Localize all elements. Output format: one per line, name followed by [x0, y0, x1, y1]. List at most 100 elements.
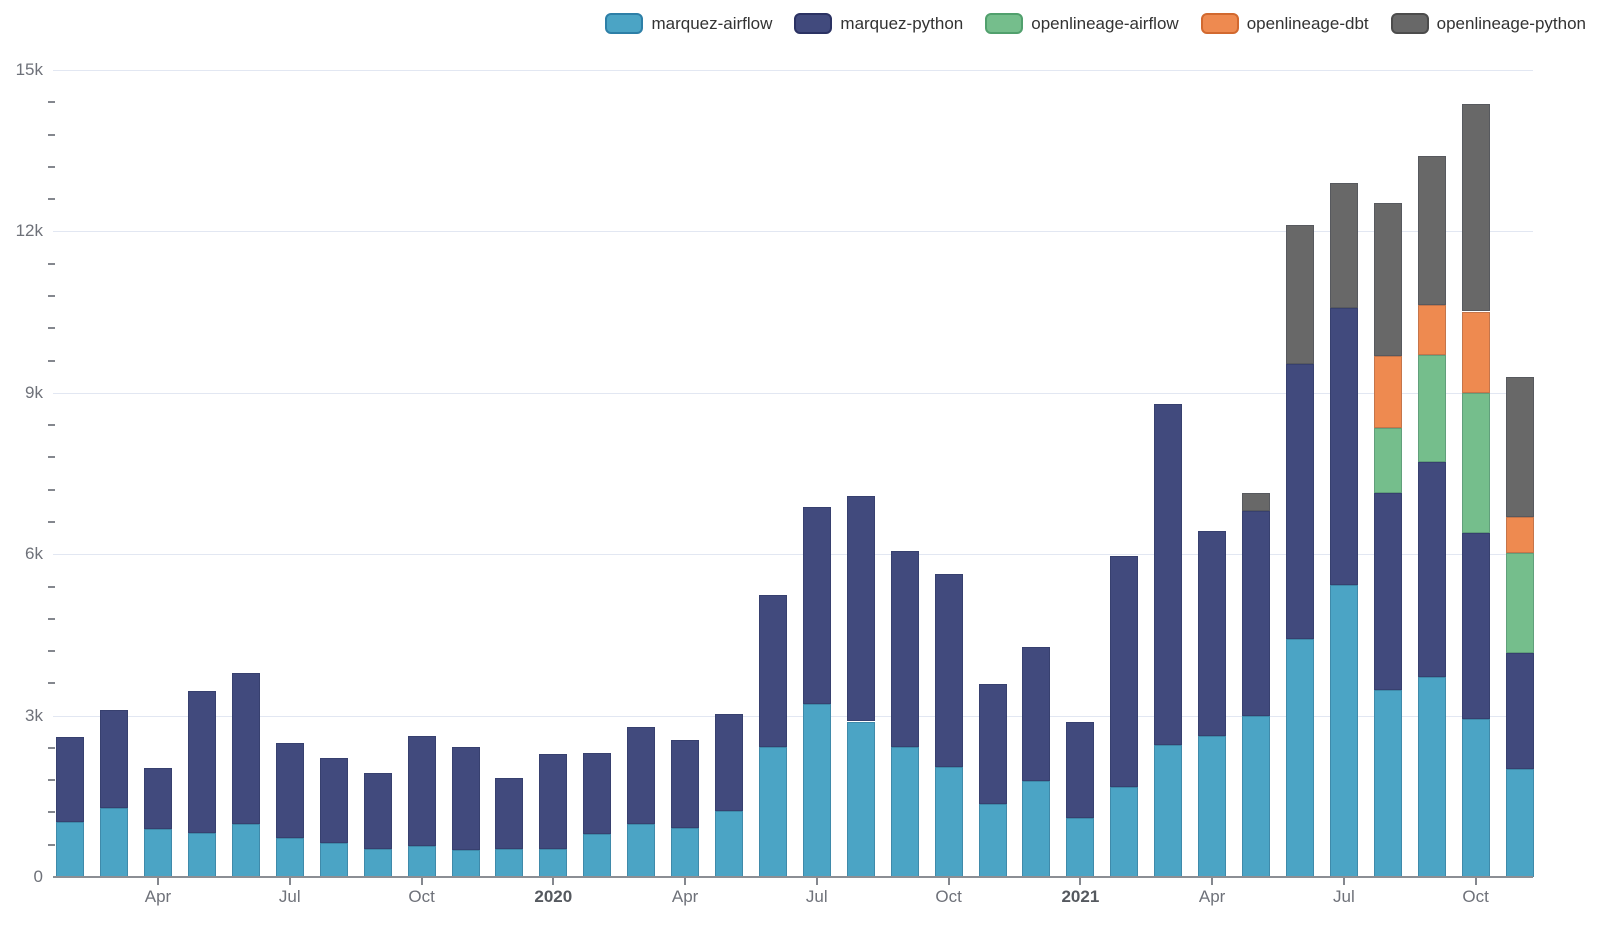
- bar-segment-marquez-python-2021-07[interactable]: [1329, 308, 1358, 586]
- bar-segment-marquez-python-2020-03[interactable]: [627, 726, 656, 824]
- bar-segment-marquez-python-2021-08[interactable]: [1373, 493, 1402, 690]
- bar-segment-marquez-airflow-2021-04[interactable]: [1198, 735, 1227, 877]
- bar-segment-marquez-python-2021-02[interactable]: [1110, 555, 1139, 787]
- legend-item-marquez-airflow[interactable]: marquez-airflow: [605, 13, 772, 34]
- bar-segment-marquez-airflow-2020-11[interactable]: [978, 803, 1007, 877]
- bar-segment-marquez-airflow-2020-06[interactable]: [758, 747, 787, 877]
- bar-segment-marquez-airflow-2020-12[interactable]: [1022, 781, 1051, 877]
- x-tick: [947, 878, 950, 885]
- bar-segment-marquez-python-2019-04[interactable]: [144, 767, 172, 829]
- bar-segment-openlineage-airflow-2021-08[interactable]: [1373, 427, 1402, 494]
- bar-segment-marquez-python-2021-05[interactable]: [1242, 510, 1270, 716]
- bar-segment-marquez-airflow-2020-09[interactable]: [890, 746, 919, 877]
- bar-segment-openlineage-dbt-2021-10[interactable]: [1461, 311, 1490, 393]
- bar-segment-marquez-airflow-2021-03[interactable]: [1154, 744, 1183, 877]
- bar-segment-marquez-python-2019-03[interactable]: [100, 709, 129, 809]
- x-tick-label: Apr: [144, 887, 172, 906]
- bar-segment-marquez-python-2019-12[interactable]: [495, 777, 524, 850]
- bar-segment-marquez-airflow-2020-10[interactable]: [934, 767, 963, 877]
- legend-item-openlineage-dbt[interactable]: openlineage-dbt: [1200, 13, 1369, 34]
- bar-segment-marquez-airflow-2019-04[interactable]: [144, 828, 172, 877]
- x-tick-label: 2020: [534, 887, 573, 906]
- bar-segment-marquez-python-2020-07[interactable]: [802, 507, 831, 705]
- bar-segment-openlineage-airflow-2021-10[interactable]: [1461, 392, 1490, 534]
- y-minor-tick: [48, 327, 55, 330]
- bar-segment-marquez-airflow-2019-11[interactable]: [451, 850, 480, 877]
- bar-segment-marquez-python-2019-11[interactable]: [451, 747, 480, 851]
- bar-segment-marquez-python-2019-08[interactable]: [319, 758, 348, 843]
- bar-segment-marquez-python-2020-08[interactable]: [846, 496, 875, 722]
- bar-segment-marquez-airflow-2019-03[interactable]: [100, 808, 129, 877]
- bar-segment-marquez-airflow-2019-02[interactable]: [56, 821, 85, 877]
- bar-segment-marquez-airflow-2021-08[interactable]: [1373, 689, 1402, 877]
- bar-segment-openlineage-dbt-2021-09[interactable]: [1417, 305, 1446, 356]
- bar-segment-marquez-python-2020-11[interactable]: [978, 683, 1007, 804]
- bar-segment-marquez-python-2021-06[interactable]: [1286, 363, 1314, 640]
- bar-segment-marquez-airflow-2021-05[interactable]: [1242, 715, 1270, 877]
- bar-segment-marquez-airflow-2021-10[interactable]: [1461, 718, 1490, 877]
- bar-segment-openlineage-dbt-2021-08[interactable]: [1373, 356, 1402, 428]
- bar-segment-marquez-airflow-2020-05[interactable]: [715, 810, 743, 877]
- y-minor-tick: [48, 617, 55, 620]
- bar-segment-marquez-airflow-2020-01[interactable]: [539, 849, 568, 877]
- bar-segment-marquez-airflow-2019-07[interactable]: [275, 837, 304, 877]
- bar-segment-marquez-python-2019-05[interactable]: [188, 690, 216, 834]
- bar-segment-marquez-airflow-2020-04[interactable]: [671, 828, 700, 877]
- bar-segment-openlineage-python-2021-06[interactable]: [1286, 224, 1314, 364]
- bar-segment-marquez-python-2019-10[interactable]: [407, 735, 436, 847]
- bar-segment-marquez-airflow-2019-10[interactable]: [407, 846, 436, 877]
- bar-segment-marquez-airflow-2019-05[interactable]: [188, 833, 216, 877]
- bar-segment-marquez-airflow-2020-03[interactable]: [627, 823, 656, 877]
- bar-segment-marquez-airflow-2019-12[interactable]: [495, 849, 524, 877]
- bar-segment-openlineage-python-2021-09[interactable]: [1417, 156, 1446, 306]
- x-axis-line: [53, 876, 1533, 878]
- bar-segment-marquez-airflow-2021-01[interactable]: [1066, 818, 1095, 877]
- bar-segment-marquez-airflow-2021-06[interactable]: [1286, 639, 1314, 877]
- bar-segment-openlineage-airflow-2021-11[interactable]: [1505, 553, 1534, 653]
- y-gridline: [53, 231, 1533, 233]
- bar-segment-marquez-python-2020-02[interactable]: [583, 752, 612, 834]
- y-minor-tick: [48, 488, 55, 491]
- bar-segment-marquez-airflow-2021-11[interactable]: [1505, 769, 1534, 877]
- bar-segment-marquez-airflow-2021-07[interactable]: [1329, 585, 1358, 877]
- bar-segment-openlineage-python-2021-11[interactable]: [1505, 376, 1534, 517]
- bar-segment-openlineage-python-2021-07[interactable]: [1329, 183, 1358, 309]
- bar-segment-openlineage-dbt-2021-11[interactable]: [1505, 516, 1534, 554]
- bar-segment-marquez-python-2019-09[interactable]: [363, 773, 392, 850]
- legend-label: marquez-airflow: [651, 14, 773, 33]
- bar-segment-marquez-airflow-2020-07[interactable]: [802, 704, 831, 877]
- bar-segment-marquez-airflow-2020-08[interactable]: [846, 721, 875, 877]
- bar-segment-marquez-python-2021-04[interactable]: [1198, 530, 1227, 736]
- bar-segment-openlineage-airflow-2021-09[interactable]: [1417, 355, 1446, 462]
- bar-segment-marquez-python-2021-09[interactable]: [1417, 461, 1446, 678]
- y-minor-tick: [48, 746, 55, 749]
- x-tick: [1211, 878, 1214, 885]
- bar-segment-marquez-airflow-2019-06[interactable]: [231, 823, 260, 877]
- y-tick-label: 12k: [15, 221, 43, 241]
- bar-segment-marquez-airflow-2019-09[interactable]: [363, 849, 392, 877]
- legend-item-openlineage-airflow[interactable]: openlineage-airflow: [985, 13, 1179, 34]
- bar-segment-marquez-python-2020-05[interactable]: [715, 714, 743, 811]
- bar-segment-marquez-airflow-2021-09[interactable]: [1417, 677, 1446, 877]
- bar-segment-marquez-airflow-2020-02[interactable]: [583, 834, 612, 877]
- bar-segment-marquez-python-2019-07[interactable]: [275, 742, 304, 838]
- bar-segment-marquez-python-2019-02[interactable]: [56, 737, 85, 822]
- bar-segment-marquez-python-2020-09[interactable]: [890, 551, 919, 747]
- bar-segment-marquez-python-2019-06[interactable]: [231, 673, 260, 824]
- bar-segment-marquez-python-2020-06[interactable]: [758, 595, 787, 748]
- bar-segment-marquez-python-2020-01[interactable]: [539, 753, 568, 849]
- bar-segment-marquez-python-2021-10[interactable]: [1461, 533, 1490, 719]
- bar-segment-marquez-python-2020-12[interactable]: [1022, 646, 1051, 782]
- bar-segment-marquez-airflow-2021-02[interactable]: [1110, 786, 1139, 877]
- legend-item-openlineage-python[interactable]: openlineage-python: [1390, 13, 1586, 34]
- bar-segment-openlineage-python-2021-10[interactable]: [1461, 104, 1490, 312]
- bar-segment-marquez-python-2021-01[interactable]: [1066, 722, 1095, 819]
- bar-segment-openlineage-python-2021-05[interactable]: [1242, 492, 1270, 511]
- bar-segment-marquez-python-2020-04[interactable]: [671, 739, 700, 828]
- bar-segment-marquez-airflow-2019-08[interactable]: [319, 842, 348, 877]
- bar-segment-openlineage-python-2021-08[interactable]: [1373, 203, 1402, 357]
- bar-segment-marquez-python-2020-10[interactable]: [934, 574, 963, 768]
- bar-segment-marquez-python-2021-11[interactable]: [1505, 652, 1534, 770]
- bar-segment-marquez-python-2021-03[interactable]: [1154, 404, 1183, 745]
- legend-item-marquez-python[interactable]: marquez-python: [794, 13, 963, 34]
